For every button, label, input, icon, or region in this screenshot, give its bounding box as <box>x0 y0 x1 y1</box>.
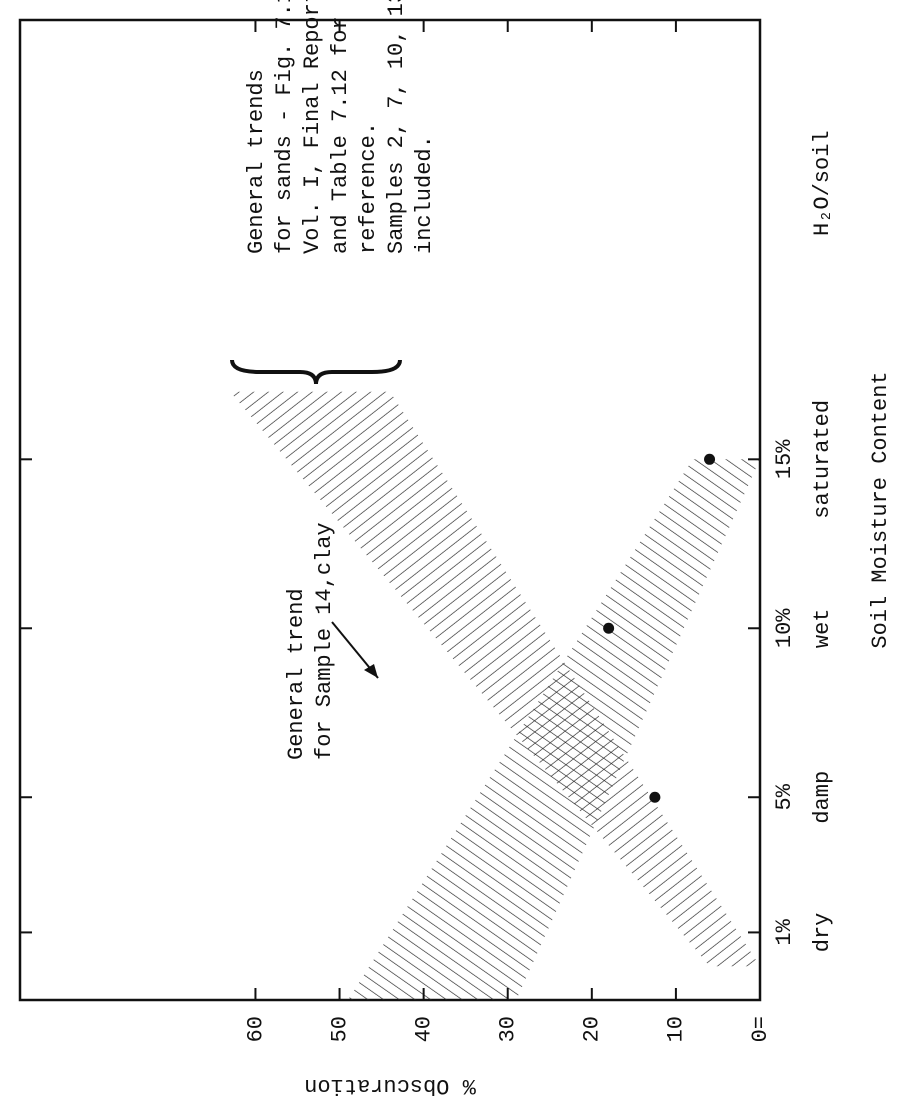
x-unit-label: H₂O/soil <box>810 130 835 236</box>
x-category-label: damp <box>810 771 835 824</box>
x-tick-label: 10% <box>772 608 797 648</box>
x-category-label: dry <box>810 913 835 953</box>
annotation-line: for Sample 14,clay <box>312 522 337 760</box>
y-tick-label: 10 <box>664 1016 689 1042</box>
x-category-label: wet <box>810 608 835 648</box>
y-axis-label: % Obscuration <box>304 1073 476 1098</box>
x-category-label: saturated <box>810 400 835 519</box>
data-point <box>649 791 661 803</box>
annotation-line: General trends <box>244 69 269 254</box>
rotated-chart: % Obscuration Soil Moisture Content H₂O/… <box>18 0 893 1098</box>
annotation-line: General trend <box>284 588 309 760</box>
x-axis-label: Soil Moisture Content <box>868 371 893 648</box>
data-point <box>603 622 615 634</box>
annotation-line: for sands - Fig. 7.19 <box>272 0 297 254</box>
y-tick-label: 50 <box>327 1016 352 1042</box>
annotation-line: Samples 2, 7, 10, 13 <box>384 0 409 254</box>
y-tick-label: 60 <box>243 1016 268 1042</box>
annotation-line: reference. <box>356 122 381 254</box>
trend-band <box>230 391 760 967</box>
annotation-line: Vol. I, Final Report <box>300 0 325 254</box>
y-tick-label: 20 <box>580 1016 605 1042</box>
y-tick-label: 30 <box>496 1016 521 1042</box>
arrow-head <box>364 664 378 678</box>
y-tick-label: 40 <box>411 1016 436 1042</box>
y-tick-label: 0= <box>748 1016 773 1042</box>
annotation-line: and Table 7.12 for <box>328 16 353 254</box>
x-tick-label: 5% <box>772 783 797 810</box>
brace <box>230 359 402 385</box>
data-point <box>704 453 716 465</box>
annotation-line: included. <box>412 135 437 254</box>
bands <box>230 391 760 1000</box>
x-tick-label: 1% <box>772 918 797 945</box>
trend-band <box>347 459 760 1000</box>
x-tick-label: 15% <box>772 439 797 479</box>
